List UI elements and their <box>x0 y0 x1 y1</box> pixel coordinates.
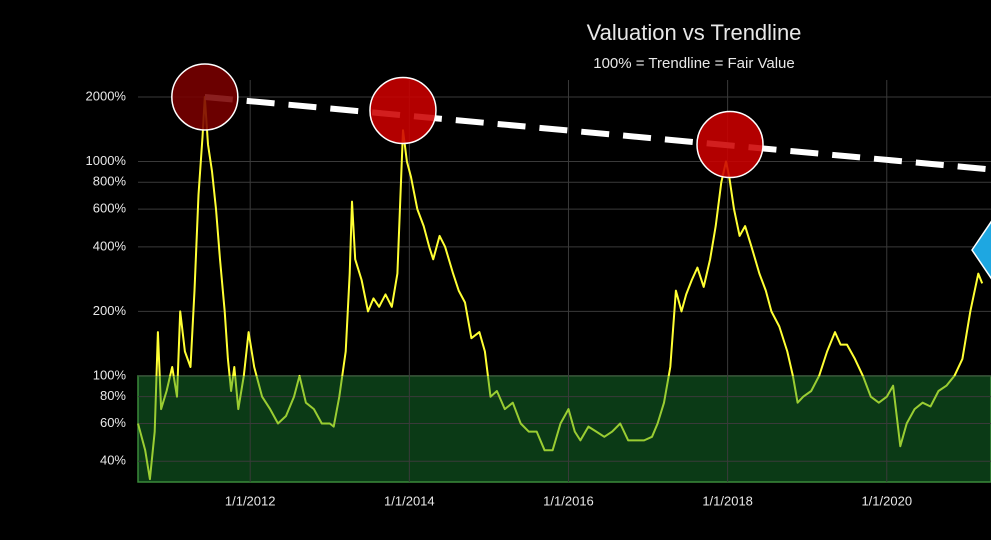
x-tick-label: 1/1/2020 <box>861 493 912 508</box>
y-tick-label: 80% <box>100 388 126 403</box>
y-tick-label: 60% <box>100 415 126 430</box>
y-tick-label: 1000% <box>86 153 127 168</box>
trendline <box>204 93 991 173</box>
chart-subtitle: 100% = Trendline = Fair Value <box>593 55 795 72</box>
y-tick-label: 40% <box>100 453 126 468</box>
decor-diamond <box>971 220 991 280</box>
y-tick-label: 200% <box>93 303 127 318</box>
peak-highlight <box>369 76 437 145</box>
x-tick-label: 1/1/2016 <box>543 493 594 508</box>
y-tick-label: 100% <box>93 367 127 382</box>
y-tick-label: 400% <box>93 238 127 253</box>
y-tick-label: 600% <box>93 201 127 216</box>
y-tick-label: 800% <box>93 174 127 189</box>
chart-title: Valuation vs Trendline <box>587 20 802 45</box>
x-tick-label: 1/1/2012 <box>225 493 276 508</box>
series-line <box>137 96 984 481</box>
y-tick-label: 2000% <box>86 88 127 103</box>
x-tick-label: 1/1/2018 <box>702 493 753 508</box>
peak-highlight <box>171 63 239 131</box>
fair-value-band <box>137 375 991 483</box>
x-tick-label: 1/1/2014 <box>384 493 435 508</box>
peak-highlight <box>696 110 764 179</box>
